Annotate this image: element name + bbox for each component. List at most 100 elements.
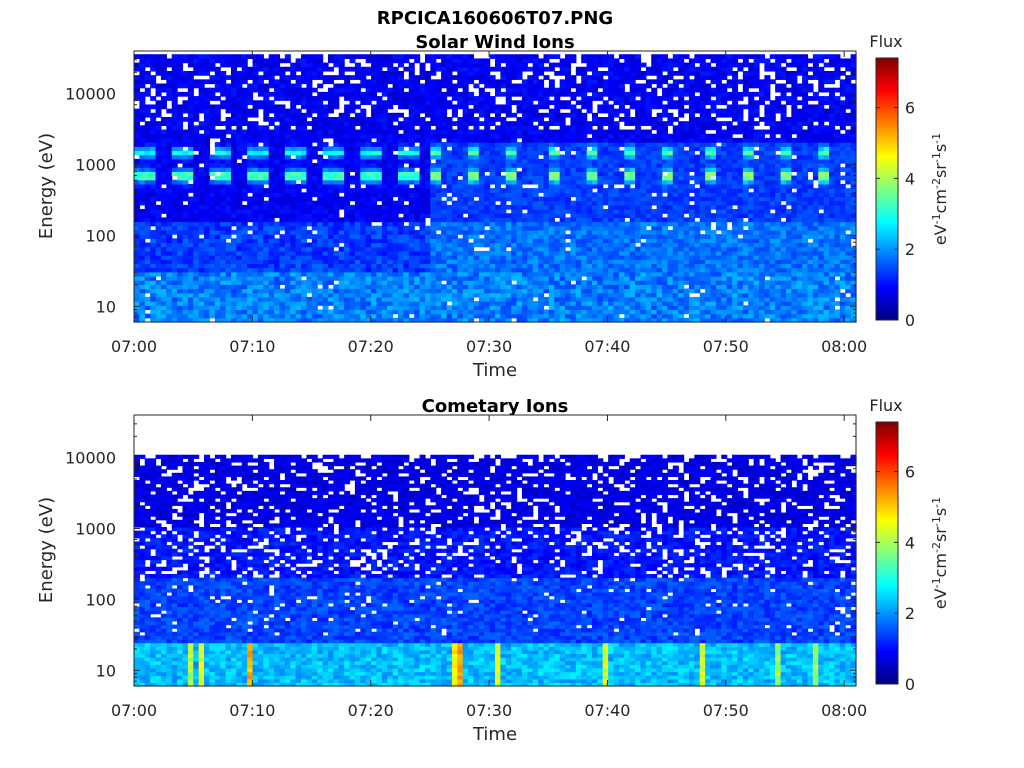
heatmap-cell <box>301 255 308 260</box>
heatmap-cell <box>511 196 518 202</box>
heatmap-cell <box>430 83 437 89</box>
heatmap-cell <box>225 137 232 143</box>
heatmap-cell <box>317 117 324 122</box>
heatmap-cell <box>134 62 140 68</box>
heatmap-cell <box>435 259 442 265</box>
heatmap-cell <box>257 280 264 285</box>
heatmap-cell <box>322 209 329 214</box>
heatmap-cell <box>451 112 458 118</box>
heatmap-cell <box>516 246 523 252</box>
heatmap-cell <box>554 229 561 235</box>
heatmap-cell <box>468 242 475 248</box>
heatmap-cell <box>360 296 367 302</box>
heatmap-cell <box>150 133 157 139</box>
heatmap-cell <box>171 200 178 206</box>
heatmap-cell <box>252 104 259 110</box>
heatmap-cell <box>468 263 475 269</box>
heatmap-cell <box>554 305 561 311</box>
heatmap-cell <box>166 188 173 193</box>
heatmap-cell <box>381 229 388 235</box>
heatmap-cell <box>521 275 528 281</box>
heatmap-cell <box>511 154 518 160</box>
heatmap-cell <box>462 75 469 80</box>
heatmap-cell <box>333 271 340 277</box>
heatmap-cell <box>193 309 200 315</box>
heatmap-cell <box>360 137 367 143</box>
heatmap-cell <box>193 275 200 281</box>
heatmap-cell <box>387 209 394 214</box>
heatmap-cell <box>349 54 356 60</box>
heatmap-cell <box>290 183 297 189</box>
heatmap-cell <box>209 154 216 160</box>
heatmap-cell <box>268 271 275 277</box>
heatmap-cell <box>198 288 205 294</box>
heatmap-cell <box>511 75 518 80</box>
heatmap-cell <box>538 263 545 269</box>
heatmap-cell <box>581 66 588 72</box>
heatmap-cell <box>527 275 534 281</box>
heatmap-cell <box>581 183 588 189</box>
heatmap-cell <box>586 301 593 306</box>
heatmap-cell <box>516 100 523 106</box>
heatmap-cell <box>187 112 194 118</box>
heatmap-cell <box>505 301 512 306</box>
heatmap-cell <box>263 125 270 131</box>
heatmap-cell <box>155 284 162 290</box>
heatmap-cell <box>527 154 534 160</box>
heatmap-cell <box>500 137 507 143</box>
heatmap-cell <box>139 221 146 227</box>
heatmap-cell <box>457 183 464 189</box>
heatmap-cell <box>311 58 318 64</box>
heatmap-cell <box>419 250 426 256</box>
heatmap-cell <box>371 75 378 80</box>
heatmap-cell <box>344 125 351 131</box>
heatmap-cell <box>166 192 173 198</box>
heatmap-cell <box>527 58 534 64</box>
heatmap-cell <box>160 70 167 76</box>
heatmap-cell <box>511 146 518 152</box>
heatmap-cell <box>306 112 313 118</box>
heatmap-cell <box>381 129 388 135</box>
heatmap-cell <box>548 250 555 256</box>
heatmap-cell <box>274 87 281 93</box>
heatmap-cell <box>150 200 157 206</box>
heatmap-cell <box>354 104 361 110</box>
heatmap-cell <box>532 175 539 181</box>
heatmap-cell <box>327 163 334 168</box>
heatmap-cell <box>473 229 480 235</box>
heatmap-cell <box>446 292 453 298</box>
heatmap-cell <box>155 83 162 89</box>
heatmap-cell <box>171 117 178 122</box>
heatmap-cell <box>134 280 140 285</box>
heatmap-cell <box>155 163 162 168</box>
heatmap-cell <box>236 275 243 281</box>
heatmap-cell <box>521 62 528 68</box>
heatmap-cell <box>338 62 345 68</box>
heatmap-cell <box>381 117 388 122</box>
heatmap-cell <box>204 117 211 122</box>
heatmap-cell <box>311 250 318 256</box>
heatmap-cell <box>214 154 221 160</box>
heatmap-cell <box>376 79 383 85</box>
heatmap-cell <box>166 196 173 202</box>
heatmap-cell <box>279 91 286 97</box>
heatmap-cell <box>290 238 297 244</box>
heatmap-cell <box>365 175 372 181</box>
heatmap-cell <box>441 296 448 302</box>
heatmap-cell <box>317 175 324 181</box>
heatmap-cell <box>435 309 442 315</box>
heatmap-cell <box>565 175 572 181</box>
heatmap-cell <box>263 259 270 265</box>
heatmap-cell <box>160 221 167 227</box>
heatmap-cell <box>495 229 501 235</box>
heatmap-cell <box>306 91 313 97</box>
heatmap-cell <box>424 263 431 269</box>
heatmap-cell <box>441 150 448 156</box>
heatmap-cell <box>478 313 485 319</box>
heatmap-cell <box>322 255 329 260</box>
heatmap-cell <box>360 121 367 126</box>
heatmap-cell <box>419 108 426 114</box>
heatmap-cell <box>236 305 243 311</box>
heatmap-cell <box>521 225 528 231</box>
heatmap-cell <box>403 183 410 189</box>
